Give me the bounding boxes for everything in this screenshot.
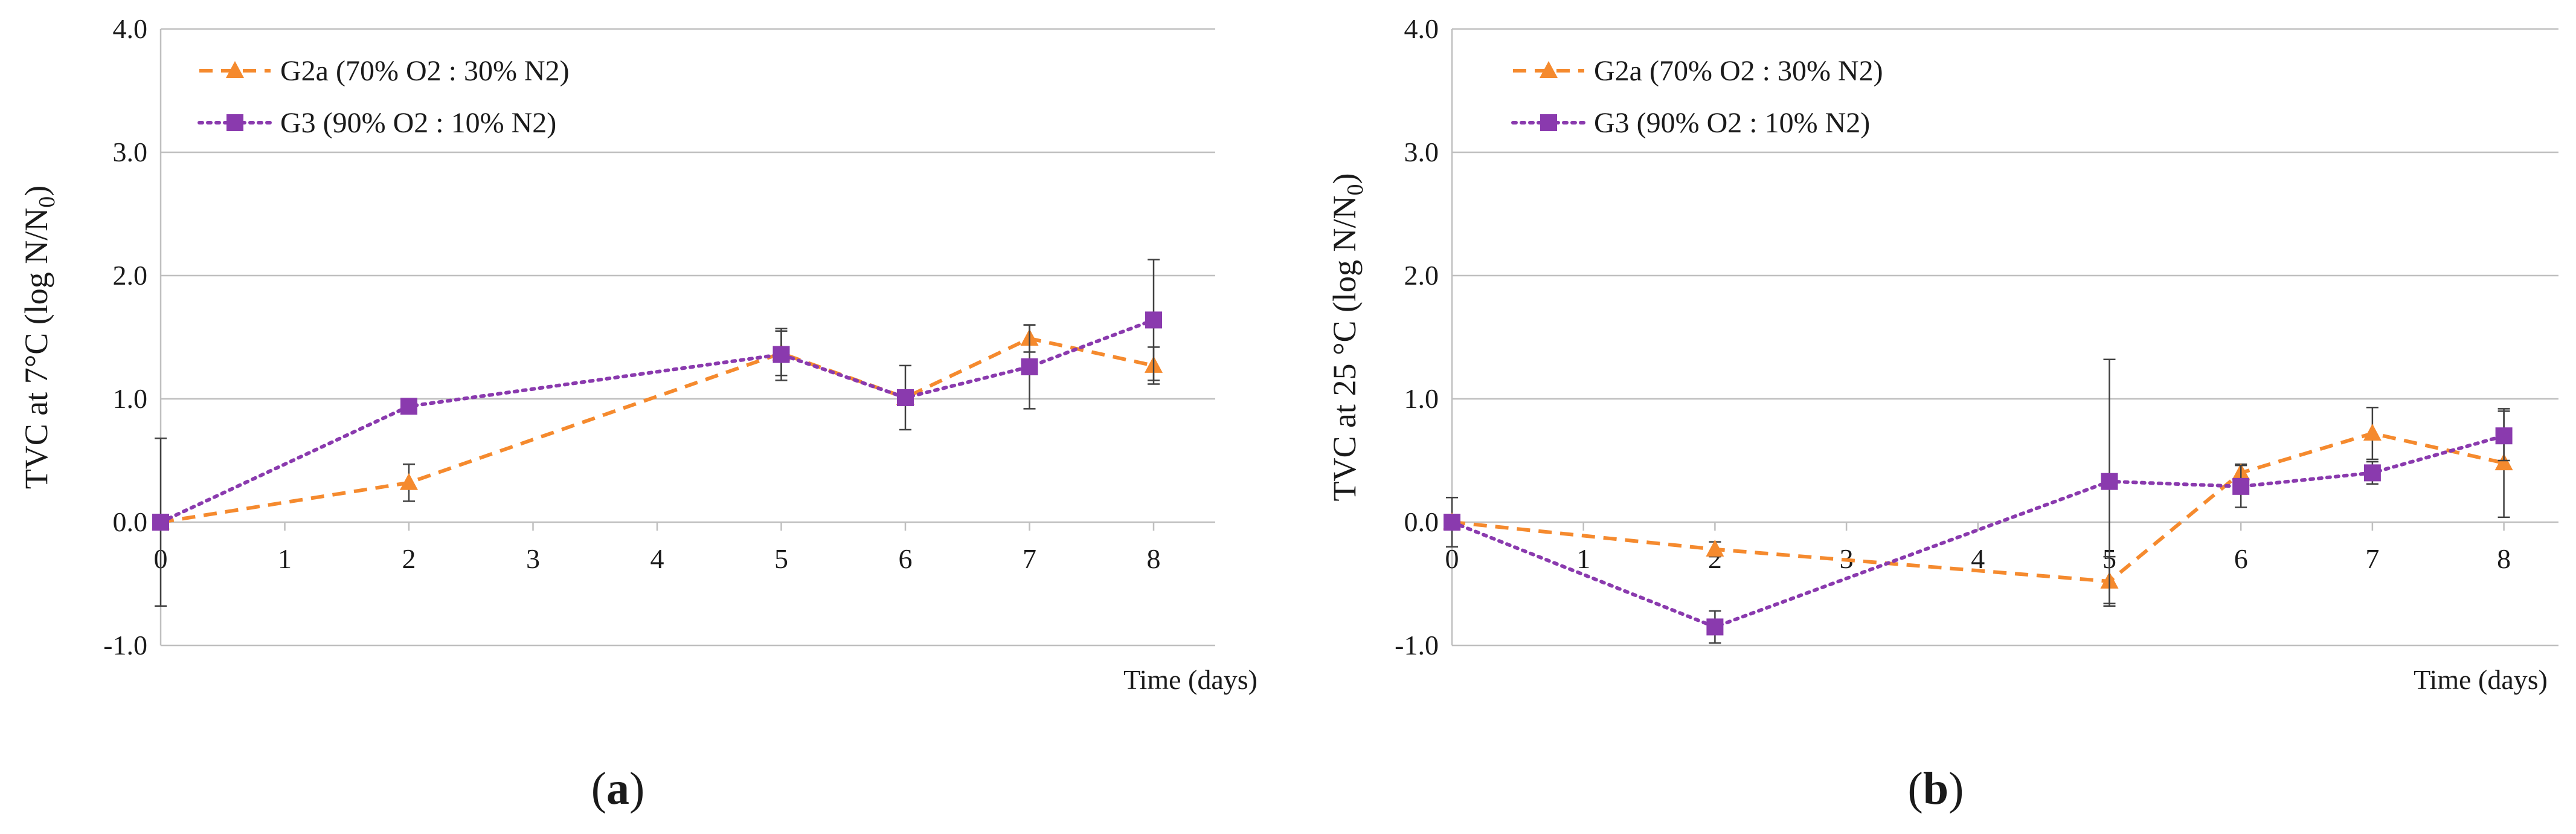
legend: G2a (70% O2 : 30% N2) G3 (90% O2 : 10% N2…	[1511, 55, 1883, 139]
legend-entry-label: G3 (90% O2 : 10% N2)	[1594, 107, 1870, 139]
panel-label-letter: a	[606, 763, 629, 814]
legend-entry-label: G2a (70% O2 : 30% N2)	[280, 55, 570, 87]
data-point-square	[2232, 477, 2250, 495]
panel-label-open: (	[591, 763, 606, 814]
y-axis-label-main: TVC at 25 °C (log N/N	[1326, 195, 1363, 501]
chart-panel-a: -1.0 0.0 1.0 2.0 3.0 4.0 0 1 2 3 4 5 6 7 8 Time (days) T…	[18, 13, 1257, 814]
y-axis-label-tail: )	[18, 186, 54, 196]
x-tick-label: 6	[2234, 543, 2248, 574]
y-axis-label: TVC at 7°C (log N/N0)	[18, 186, 60, 490]
data-point-square	[897, 389, 914, 406]
x-axis-label: Time (days)	[1123, 664, 1257, 695]
series-line	[159, 318, 1155, 524]
data-point-square	[2363, 464, 2381, 482]
legend: G2a (70% O2 : 30% N2) G3 (90% O2 : 10% N2…	[198, 55, 570, 139]
y-axis-label: TVC at 25 °C (log N/N0)	[1326, 173, 1368, 501]
y-tick-label: 3.0	[1404, 137, 1439, 167]
data-point-triangle	[2363, 424, 2382, 441]
x-tick-label: 0	[1445, 543, 1459, 574]
series-line	[1450, 434, 2506, 629]
data-point-square	[1444, 514, 1460, 531]
y-axis-label-subscript: 0	[1343, 184, 1368, 195]
y-tick-label: 1.0	[1404, 383, 1439, 414]
panel-label-letter: b	[1923, 763, 1948, 814]
y-tick-label: 2.0	[113, 260, 148, 291]
data-point-triangle	[400, 473, 418, 490]
data-point-square	[2495, 427, 2513, 445]
x-tick-label: 8	[1147, 543, 1161, 574]
x-tick-label: 5	[774, 543, 788, 574]
y-axis-label-tail: )	[1326, 173, 1363, 184]
x-tick-label: 7	[1023, 543, 1036, 574]
legend-entry-label: G2a (70% O2 : 30% N2)	[1594, 55, 1883, 87]
y-tick-label: 2.0	[1404, 260, 1439, 291]
panel-label-open: (	[1908, 763, 1923, 814]
y-tick-label: 0.0	[1404, 506, 1439, 537]
panel-label: (b)	[1908, 763, 1964, 814]
legend-entry-label: G3 (90% O2 : 10% N2)	[280, 107, 556, 139]
panel-label-close: )	[1948, 763, 1964, 814]
panel-label: (a)	[591, 763, 645, 814]
y-tick-label: 4.0	[1404, 13, 1439, 44]
legend-marker-square	[1540, 114, 1557, 131]
x-tick-label: 7	[2365, 543, 2379, 574]
data-point-square	[400, 398, 417, 415]
data-point-square	[1706, 618, 1724, 636]
legend-marker-triangle	[1540, 61, 1558, 78]
x-tick-label: 2	[402, 543, 416, 574]
x-tick-label: 1	[1576, 543, 1590, 574]
x-tick-label: 1	[278, 543, 292, 574]
data-point-triangle	[1706, 539, 1724, 557]
x-tick-label: 8	[2497, 543, 2511, 574]
panel-label-close: )	[629, 763, 644, 814]
y-tick-label: 1.0	[113, 383, 148, 414]
y-axis-label-subscript: 0	[34, 196, 60, 208]
y-tick-label: 3.0	[113, 137, 148, 167]
x-axis-label: Time (days)	[2414, 664, 2548, 695]
x-tick-label: 4	[650, 543, 664, 574]
y-axis-label-main: TVC at 7°C (log N/N	[18, 208, 54, 490]
y-tick-label: 0.0	[113, 506, 148, 537]
data-point-square	[1145, 311, 1162, 329]
data-point-square	[772, 346, 790, 363]
x-tick-label: 6	[899, 543, 913, 574]
x-tick-label: 3	[526, 543, 540, 574]
y-tick-label: -1.0	[1395, 630, 1439, 661]
series-g3	[1444, 358, 2513, 644]
data-point-triangle	[2494, 453, 2513, 471]
data-point-square	[1021, 358, 1038, 375]
x-tick-label: 4	[1971, 543, 1985, 574]
legend-marker-square	[226, 114, 243, 131]
series-line	[160, 336, 1154, 524]
series-line	[1451, 432, 2505, 584]
data-point-square	[2101, 473, 2118, 490]
y-tick-label: -1.0	[103, 630, 147, 661]
series-g3	[152, 259, 1162, 607]
y-tick-label: 4.0	[113, 13, 148, 44]
legend-marker-triangle	[226, 61, 244, 78]
data-point-square	[152, 514, 169, 531]
